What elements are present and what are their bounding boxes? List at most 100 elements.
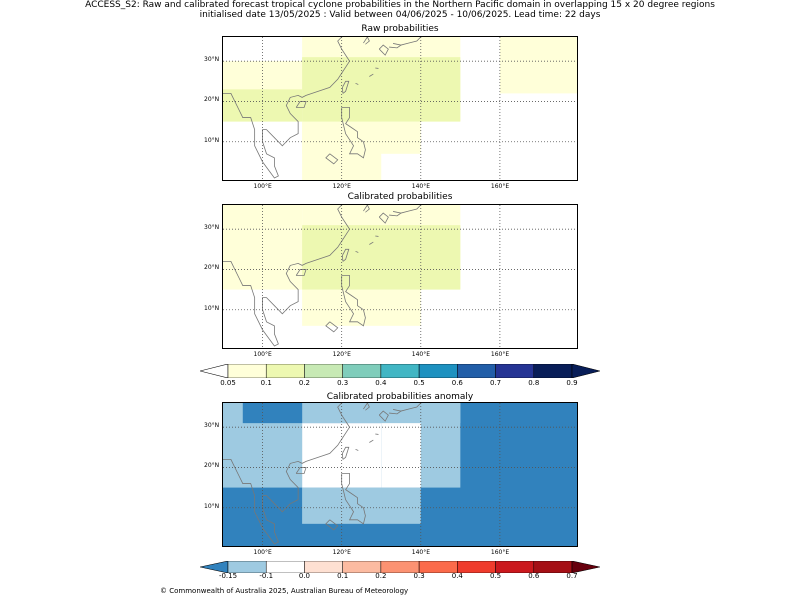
probability-region [302,487,421,524]
latitude-tick-label: 20°N [204,264,220,272]
latitude-tick-label: 30°N [204,422,220,430]
coastline [378,212,389,224]
coastline [341,107,366,159]
longitude-tick-label: 140°E [411,351,431,358]
coastline [389,211,402,217]
colorbar-tick-label: 0.7 [566,572,578,580]
coastline [400,37,422,46]
coastline [369,241,374,245]
coastline [341,473,366,525]
colorbar-bin [227,363,267,379]
colorbar-over-extension [571,363,601,379]
latitude-tick-label: 10°N [204,304,220,312]
colorbar-over-extension [571,560,601,574]
latitude-tick-label: 20°N [204,462,220,470]
longitude-tick-label: 100°E [253,183,272,190]
coastline [363,205,370,213]
colorbar-tick-label: 0.1 [337,572,349,580]
colorbar-tick-label: 0.2 [375,572,387,580]
coastline [223,403,351,545]
colorbar-bin [342,363,382,379]
latitude-tick-label: 30°N [204,56,220,64]
probability-region [302,121,421,154]
calibrated-probability-map [222,204,578,349]
raw-probability-map [222,36,578,181]
latitude-tick-label: 20°N [204,96,220,104]
coastline [363,403,370,411]
coastline [389,43,402,49]
colorbar-tick-label: 0.5 [413,379,425,387]
colorbar-tick-label: 0.8 [528,379,540,387]
probability-region [242,403,303,424]
colorbar-tick-label: 0.7 [489,379,502,387]
colorbar-tick-label: 0.4 [451,572,463,580]
colorbar-bin [380,363,420,379]
colorbar-bin [304,363,343,379]
coastline [369,73,374,77]
coastline [223,37,351,179]
colorbar-bin [533,363,573,379]
latitude-tick-label: 10°N [204,136,220,144]
coastline [325,153,339,165]
longitude-tick-label: 100°E [253,351,272,358]
longitude-tick-label: 120°E [332,183,351,190]
raw-map-title: Raw probabilities [361,24,439,34]
probability-region [499,37,577,94]
colorbar-tick-label: 0.6 [451,379,463,387]
coastline [342,80,350,94]
probability-colorbar [199,363,601,379]
coastline [355,250,359,253]
coastline [295,467,307,474]
colorbar-tick-label: -0.1 [259,572,274,580]
coastline [378,410,389,422]
coastline [325,519,339,531]
probability-region [381,423,421,488]
coastline [355,82,359,85]
figure-title-line2: initialised date 13/05/2025 : Valid betw… [199,10,601,20]
coastline [400,205,422,214]
coastline [400,403,422,412]
colorbar-tick-label: 0.5 [489,572,502,580]
coastline [295,101,307,108]
figure-title-line1: ACCESS_S2: Raw and calibrated forecast t… [85,0,715,10]
coastline [363,37,370,45]
coastline [355,448,359,451]
latitude-tick-label: 30°N [204,224,220,232]
colorbar-tick-label: 0.3 [337,379,349,387]
coastline [369,439,374,443]
longitude-tick-label: 160°E [490,351,510,358]
longitude-tick-label: 160°E [490,549,510,556]
coastline [223,205,351,347]
colorbar-under-extension [199,363,229,379]
coastline [342,248,350,262]
probability-region [302,289,421,326]
longitude-tick-label: 100°E [253,549,272,556]
longitude-tick-label: 120°E [332,351,351,358]
colorbar-tick-label: 0.05 [220,379,236,387]
colorbar-bin [265,363,305,379]
colorbar-tick-label: 0.2 [298,379,311,387]
colorbar-tick-label: 0.4 [375,379,387,387]
anomaly-map-title: Calibrated probabilities anomaly [326,392,474,402]
coastline [378,44,389,56]
probability-region [302,57,461,122]
coastline [342,446,350,460]
coastline [295,269,307,276]
coastline [389,409,402,415]
colorbar-tick-label: -0.15 [218,572,238,580]
colorbar-tick-label: 0.1 [260,379,272,387]
longitude-tick-label: 140°E [411,183,431,190]
latitude-tick-label: 10°N [204,502,220,510]
calibrated-map-title: Calibrated probabilities [347,192,453,202]
colorbar-bin [495,363,535,379]
probability-region [302,225,461,290]
longitude-tick-label: 120°E [332,549,351,556]
colorbar-tick-label: 0.9 [566,379,578,387]
longitude-tick-label: 140°E [411,549,431,556]
colorbar-bin [418,363,458,379]
anomaly-map [222,402,578,547]
colorbar-tick-label: 0.3 [413,572,425,580]
copyright-notice: © Commonwealth of Australia 2025, Austra… [160,587,409,595]
colorbar-bin [457,363,496,379]
coastline [325,321,339,333]
